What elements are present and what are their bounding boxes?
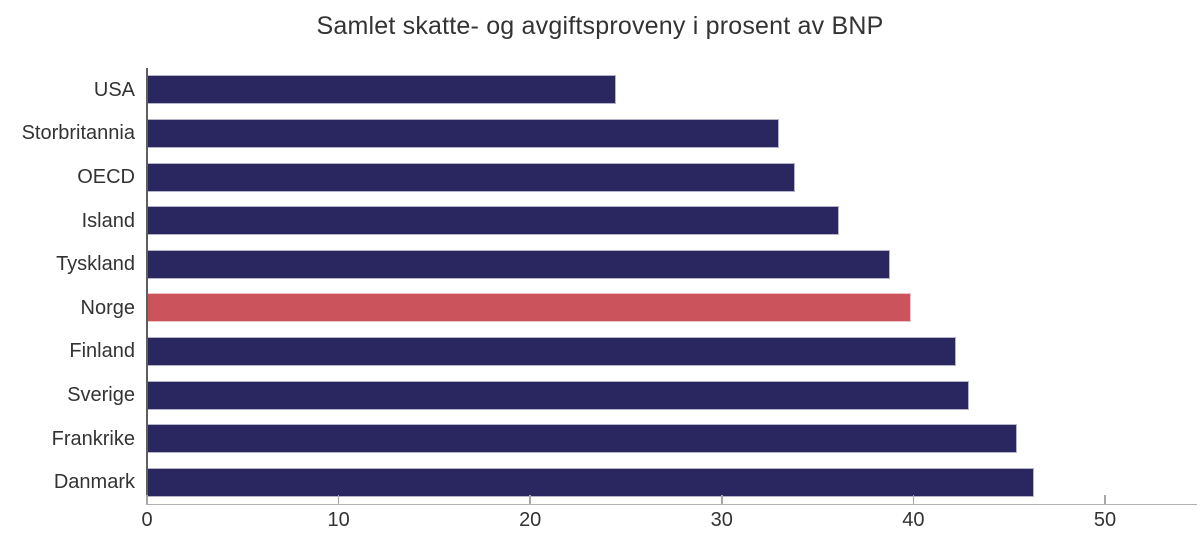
category-label-frankrike: Frankrike [51,427,135,450]
x-tick-label-10: 10 [327,509,350,531]
bar-storbritannia [147,118,780,148]
bar-island [147,206,839,236]
category-label-storbritannia: Storbritannia [21,122,135,145]
category-label-island: Island [81,209,135,232]
x-tick-50 [1104,495,1106,504]
x-tick-20 [529,495,531,504]
bar-norge [147,293,912,323]
bar-sverige [147,380,969,410]
x-tick-30 [721,495,723,504]
x-tick-10 [337,495,340,504]
category-label-sverige: Sverige [67,384,135,406]
category-label-norge: Norge [80,296,135,319]
category-label-finland: Finland [69,340,135,363]
x-tick-40 [912,495,915,504]
bar-oecd [147,162,795,192]
y-axis-line [146,68,148,505]
bar-frankrike [147,424,1017,454]
bar-danmark [147,467,1035,497]
x-tick-label-30: 30 [710,509,733,531]
category-label-danmark: Danmark [53,471,135,494]
x-tick-label-50: 50 [1093,509,1117,531]
category-label-usa: USA [93,78,135,101]
bar-finland [147,336,956,366]
x-tick-label-0: 0 [141,509,153,531]
category-label-oecd: OECD [77,166,135,188]
x-tick-0 [146,495,148,504]
x-tick-label-20: 20 [519,509,542,531]
chart-title: Samlet skatte- og avgiftsproveny i prose… [316,12,884,40]
category-label-tyskland: Tyskland [56,253,135,276]
x-tick-label-40: 40 [902,509,925,531]
bar-usa [147,75,617,105]
x-axis-line [146,503,1197,506]
bar-tyskland [147,249,891,279]
